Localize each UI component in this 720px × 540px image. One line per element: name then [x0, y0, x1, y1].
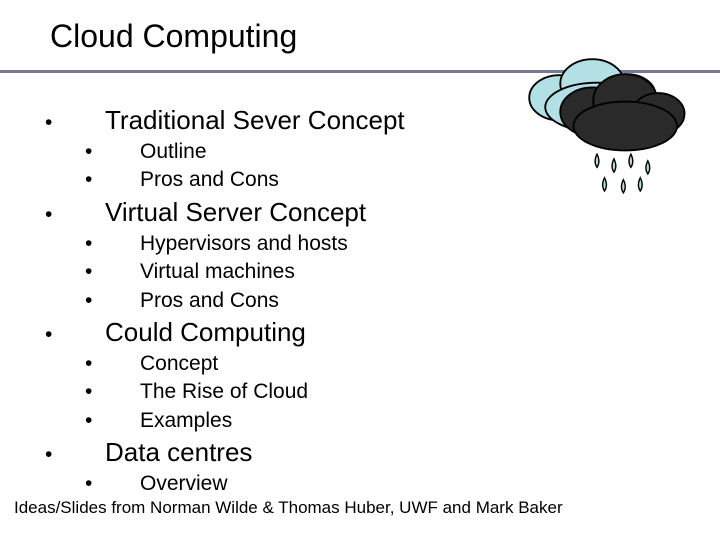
outline-item-label: Examples [140, 409, 232, 432]
outline-item: •Could Computing [45, 315, 405, 350]
bullet-icon: • [85, 138, 140, 166]
outline-item-label: Data centres [105, 437, 252, 467]
outline-list: •Traditional Sever Concept•Outline•Pros … [45, 103, 405, 498]
outline-item-label: Virtual machines [140, 260, 295, 283]
outline-item: •Data centres [45, 435, 405, 470]
outline-item-label: Outline [140, 140, 207, 163]
outline-item: •Virtual Server Concept [45, 195, 405, 230]
outline-item: •Pros and Cons [85, 287, 405, 315]
bullet-icon: • [45, 441, 105, 469]
bullet-icon: • [45, 109, 105, 137]
outline-item: •Overview [85, 470, 405, 498]
bullet-icon: • [85, 258, 140, 286]
outline-item-label: Traditional Sever Concept [105, 105, 405, 135]
outline-item-label: Hypervisors and hosts [140, 232, 348, 255]
outline-item-label: Overview [140, 472, 228, 495]
outline-item-label: Could Computing [105, 317, 306, 347]
outline-item: •Virtual machines [85, 258, 405, 286]
attribution-footer: Ideas/Slides from Norman Wilde & Thomas … [14, 498, 563, 518]
outline-item: •The Rise of Cloud [85, 378, 405, 406]
outline-item-label: Concept [140, 352, 218, 375]
bullet-icon: • [45, 321, 105, 349]
outline-item: •Traditional Sever Concept [45, 103, 405, 138]
outline-item: •Pros and Cons [85, 166, 405, 194]
outline-item: •Examples [85, 407, 405, 435]
outline-item-label: Virtual Server Concept [105, 197, 366, 227]
bullet-icon: • [85, 230, 140, 258]
outline-item-label: Pros and Cons [140, 289, 279, 312]
bullet-icon: • [45, 201, 105, 229]
bullet-icon: • [85, 166, 140, 194]
bullet-icon: • [85, 470, 140, 498]
rain-cloud-icon [502, 46, 692, 206]
outline-item: •Concept [85, 350, 405, 378]
outline-item-label: Pros and Cons [140, 168, 279, 191]
bullet-icon: • [85, 350, 140, 378]
bullet-icon: • [85, 378, 140, 406]
outline-item: •Hypervisors and hosts [85, 230, 405, 258]
bullet-icon: • [85, 287, 140, 315]
outline-item: •Outline [85, 138, 405, 166]
slide-title: Cloud Computing [50, 18, 297, 55]
bullet-icon: • [85, 407, 140, 435]
outline-item-label: The Rise of Cloud [140, 380, 308, 403]
